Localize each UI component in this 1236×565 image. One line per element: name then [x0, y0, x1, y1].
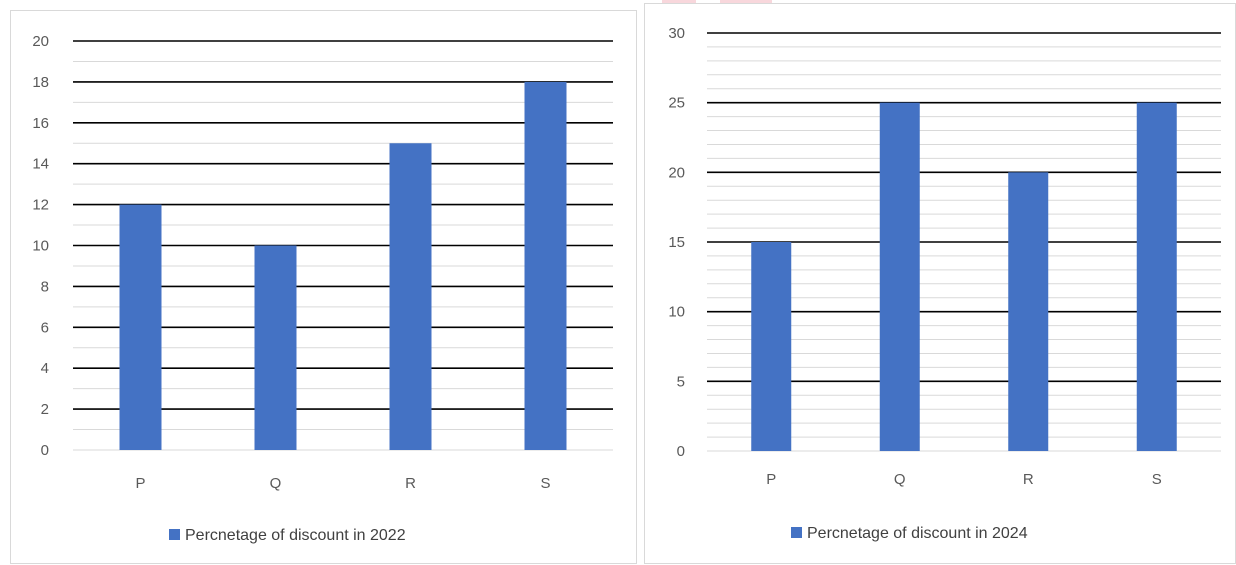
decorative-strip — [662, 0, 696, 3]
y-tick-label: 12 — [32, 197, 49, 214]
y-tick-label: 18 — [32, 74, 49, 91]
y-tick-label: 6 — [41, 319, 49, 336]
bar-s — [1136, 102, 1177, 452]
bar-p — [119, 204, 162, 450]
y-tick-label: 14 — [32, 156, 49, 173]
x-category-label: P — [766, 471, 776, 488]
decorative-strip — [720, 0, 772, 3]
y-tick-label: 10 — [668, 304, 685, 321]
y-tick-label: 25 — [668, 95, 685, 112]
x-category-label: P — [135, 475, 145, 492]
bar-p — [751, 242, 792, 451]
x-category-label: R — [405, 475, 416, 492]
chart-panel-2024: 0 5 10 15 20 25 30 P Q R S Percnetage of discount i… — [644, 3, 1236, 564]
x-category-label: Q — [270, 475, 282, 492]
legend-label: Percnetage of discount in 2024 — [807, 525, 1028, 542]
legend-swatch — [791, 527, 802, 538]
x-category-label: S — [540, 475, 550, 492]
y-tick-label: 30 — [668, 25, 685, 42]
y-tick-label: 15 — [668, 234, 685, 251]
legend-swatch — [169, 529, 180, 540]
bar-q — [254, 245, 297, 450]
bar-chart-2024: 0 5 10 15 20 25 30 P Q R S Percnetage of discount i… — [668, 25, 1221, 542]
y-tick-label: 8 — [41, 278, 49, 295]
x-category-label: S — [1152, 471, 1162, 488]
bar-r — [1008, 172, 1049, 452]
y-tick-label: 20 — [668, 164, 685, 181]
y-tick-label: 5 — [677, 373, 685, 390]
chart-panel-2022: 0 2 4 6 8 10 12 14 16 18 20 P Q R S Percnetage of disco… — [10, 10, 637, 564]
y-tick-label: 10 — [32, 238, 49, 255]
bar-chart-2022: 0 2 4 6 8 10 12 14 16 18 20 P Q R S Percnetage of disco… — [32, 33, 613, 544]
legend-label: Percnetage of discount in 2022 — [185, 527, 406, 544]
bar-q — [879, 102, 920, 452]
bar-r — [389, 143, 432, 450]
y-tick-label: 0 — [41, 442, 49, 459]
x-category-label: R — [1023, 471, 1034, 488]
y-tick-label: 16 — [32, 115, 49, 132]
y-tick-label: 4 — [41, 360, 49, 377]
bar-s — [524, 81, 567, 451]
y-tick-label: 2 — [41, 401, 49, 418]
y-tick-label: 0 — [677, 443, 685, 460]
x-category-label: Q — [894, 471, 906, 488]
y-tick-label: 20 — [32, 33, 49, 50]
